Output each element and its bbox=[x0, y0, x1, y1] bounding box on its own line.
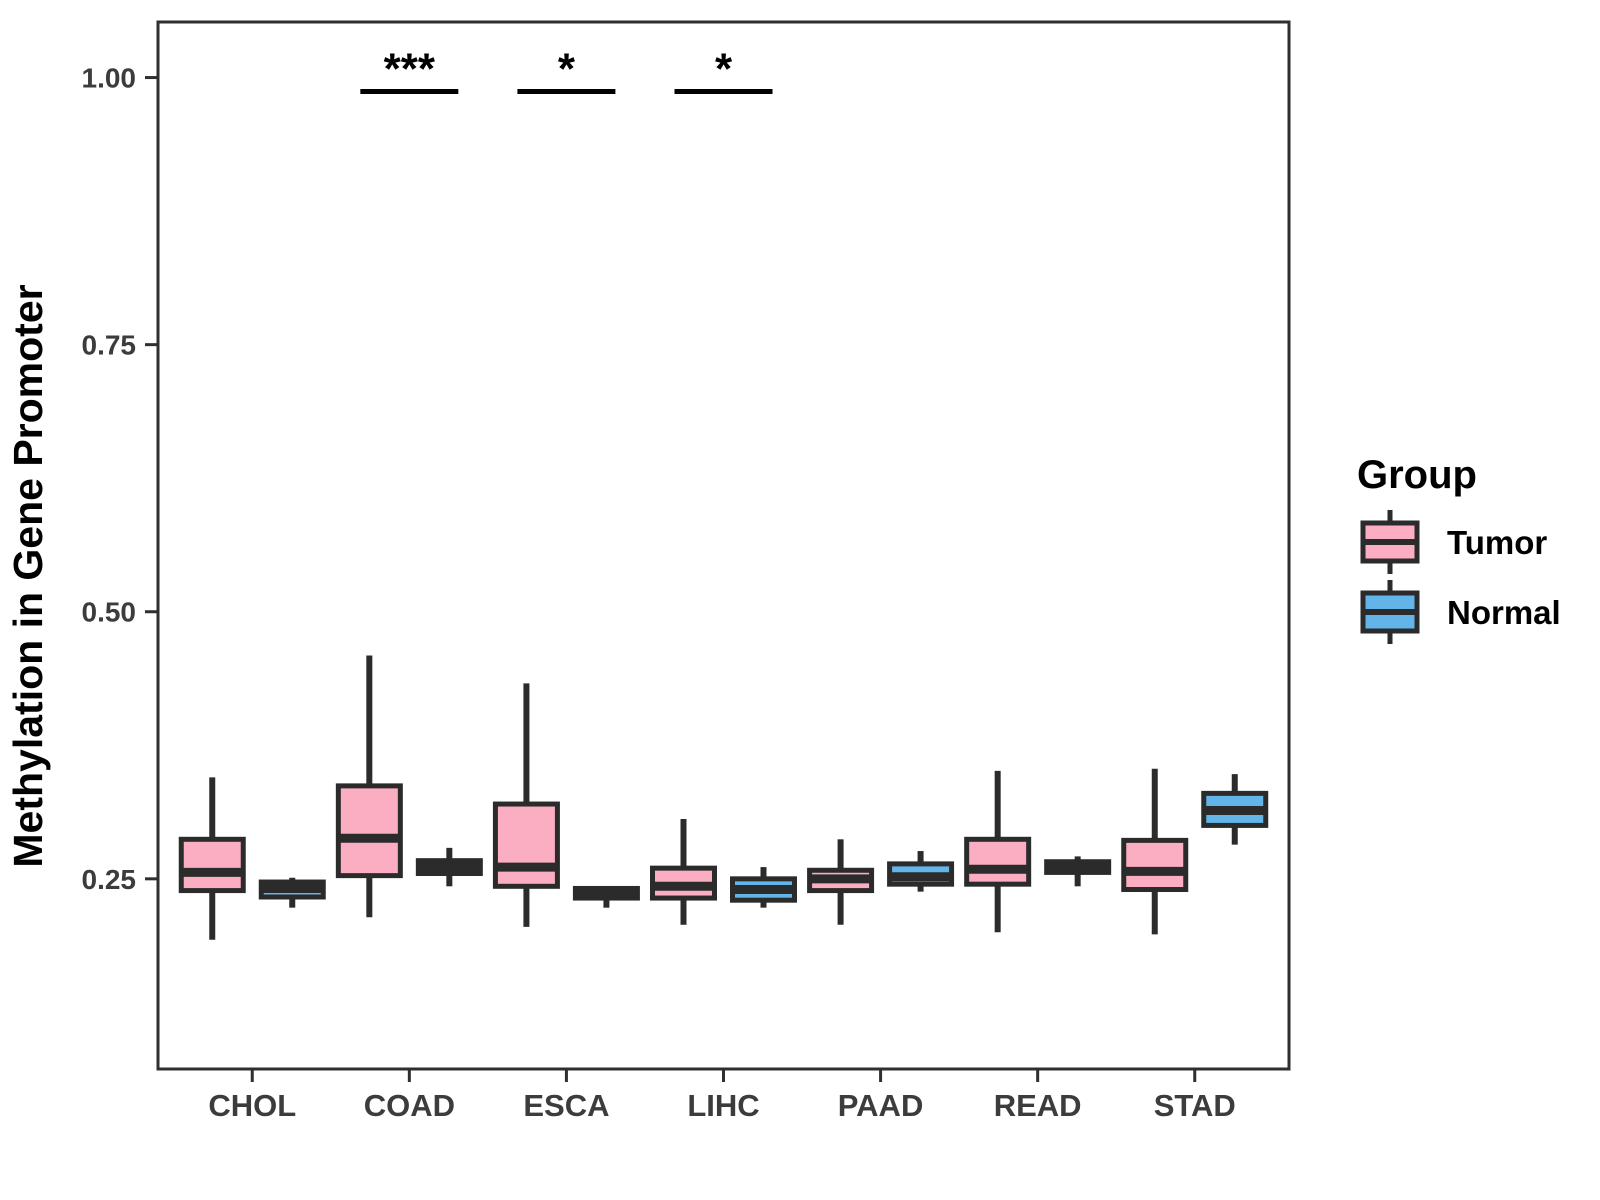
significance-annotations: *** * * bbox=[360, 44, 773, 94]
legend-title: Group bbox=[1357, 453, 1477, 497]
x-category-label: STAD bbox=[1154, 1088, 1236, 1123]
y-tick-label: 0.25 bbox=[82, 864, 137, 895]
x-category-label: LIHC bbox=[687, 1088, 759, 1123]
x-category-label: CHOL bbox=[208, 1088, 296, 1123]
legend: Tumor Normal bbox=[1360, 510, 1561, 644]
boxplot-box-read-tumor bbox=[964, 836, 1032, 887]
x-category-label: PAAD bbox=[838, 1088, 924, 1123]
x-axis: CHOL COAD ESCA LIHC PAAD READ STAD bbox=[208, 1069, 1236, 1123]
boxplot-box-coad-tumor bbox=[335, 783, 403, 879]
y-tick-label: 0.50 bbox=[82, 597, 137, 628]
x-category-label: READ bbox=[994, 1088, 1082, 1123]
y-tick-label: 0.75 bbox=[82, 330, 137, 361]
x-category-label: COAD bbox=[364, 1088, 455, 1123]
x-category-label: ESCA bbox=[523, 1088, 609, 1123]
y-tick-label: 1.00 bbox=[82, 63, 137, 94]
legend-key-label: Tumor bbox=[1447, 524, 1547, 561]
significance-stars: *** bbox=[384, 44, 436, 93]
boxplot-box-chol-tumor bbox=[178, 836, 246, 894]
y-axis: 0.25 0.50 0.75 1.00 bbox=[82, 63, 158, 895]
plot-panel bbox=[156, 20, 1291, 1071]
boxplot-box-stad-tumor bbox=[1121, 837, 1189, 893]
significance-stars: * bbox=[558, 44, 576, 93]
significance-stars: * bbox=[715, 44, 733, 93]
boxplot-box-esca-tumor bbox=[492, 801, 560, 889]
y-axis-title: Methylation in Gene Promoter bbox=[5, 284, 51, 867]
legend-key-label: Normal bbox=[1447, 594, 1561, 631]
box-group bbox=[178, 655, 1269, 940]
